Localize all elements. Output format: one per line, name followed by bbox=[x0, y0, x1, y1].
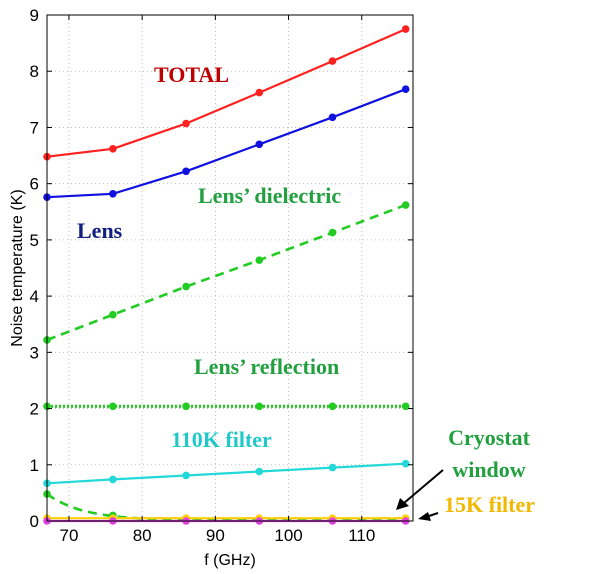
data-point-lens-dielectric bbox=[402, 201, 410, 209]
x-tick-label: 110 bbox=[348, 526, 375, 545]
x-axis-title: f (GHz) bbox=[204, 552, 256, 569]
data-point-lens-dielectric bbox=[109, 311, 117, 319]
data-point-lens bbox=[182, 167, 190, 175]
series-line-110k-filter bbox=[47, 464, 406, 484]
data-point-110k-filter bbox=[255, 468, 263, 476]
data-point-lens-reflection bbox=[182, 403, 190, 411]
x-tick-label: 100 bbox=[274, 526, 302, 545]
annotation-lens: Lens bbox=[77, 218, 123, 243]
data-point-total bbox=[402, 25, 410, 33]
y-tick-label: 6 bbox=[30, 175, 39, 194]
series-line-cryostat-window bbox=[47, 494, 406, 520]
annotation-window: window bbox=[452, 457, 525, 482]
series-line-total bbox=[47, 29, 406, 157]
y-tick-label: 5 bbox=[30, 231, 39, 250]
y-tick-label: 0 bbox=[30, 512, 39, 531]
data-point-110k-filter bbox=[402, 460, 410, 468]
y-tick-label: 1 bbox=[30, 456, 39, 475]
data-point-lens-dielectric bbox=[329, 229, 337, 237]
15k-filter-arrow-head bbox=[418, 512, 431, 521]
x-tick-label: 80 bbox=[133, 526, 152, 545]
data-point-lens bbox=[402, 85, 410, 93]
annotation-15k-filter: 15K filter bbox=[444, 492, 535, 517]
annotation-cryostat: Cryostat bbox=[448, 425, 531, 450]
data-point-total bbox=[329, 57, 337, 65]
annotation-total: TOTAL bbox=[154, 62, 229, 87]
data-point-110k-filter bbox=[109, 476, 117, 484]
annotation-lens-dielectric: Lens’ dielectric bbox=[198, 183, 341, 208]
y-tick-label: 4 bbox=[30, 287, 39, 306]
15k-filter-arrow bbox=[429, 513, 438, 516]
data-point-lens-reflection bbox=[109, 403, 117, 411]
x-tick-label: 70 bbox=[59, 526, 78, 545]
data-point-lens-dielectric bbox=[255, 256, 263, 264]
x-tick-label: 90 bbox=[206, 526, 225, 545]
y-axis-title: Noise temperature (K) bbox=[9, 189, 26, 346]
data-point-total bbox=[109, 145, 117, 153]
data-point-total bbox=[182, 120, 190, 128]
data-point-lens bbox=[329, 114, 337, 122]
y-tick-label: 8 bbox=[30, 62, 39, 81]
data-point-lens-dielectric bbox=[182, 283, 190, 291]
annotation-lens-reflection: Lens’ reflection bbox=[194, 354, 339, 379]
y-tick-label: 2 bbox=[30, 400, 39, 419]
data-point-total bbox=[255, 89, 263, 97]
data-point-lens bbox=[255, 141, 263, 149]
data-point-lens bbox=[109, 190, 117, 198]
y-tick-label: 9 bbox=[30, 6, 39, 25]
data-point-110k-filter bbox=[329, 464, 337, 472]
data-point-lens-reflection bbox=[329, 403, 337, 411]
cryostat-arrow bbox=[404, 470, 443, 503]
annotation-110k-filter: 110K filter bbox=[171, 427, 272, 452]
y-tick-label: 7 bbox=[30, 118, 39, 137]
data-point-110k-filter bbox=[182, 472, 190, 480]
data-point-lens-reflection bbox=[255, 403, 263, 411]
y-tick-label: 3 bbox=[30, 343, 39, 362]
